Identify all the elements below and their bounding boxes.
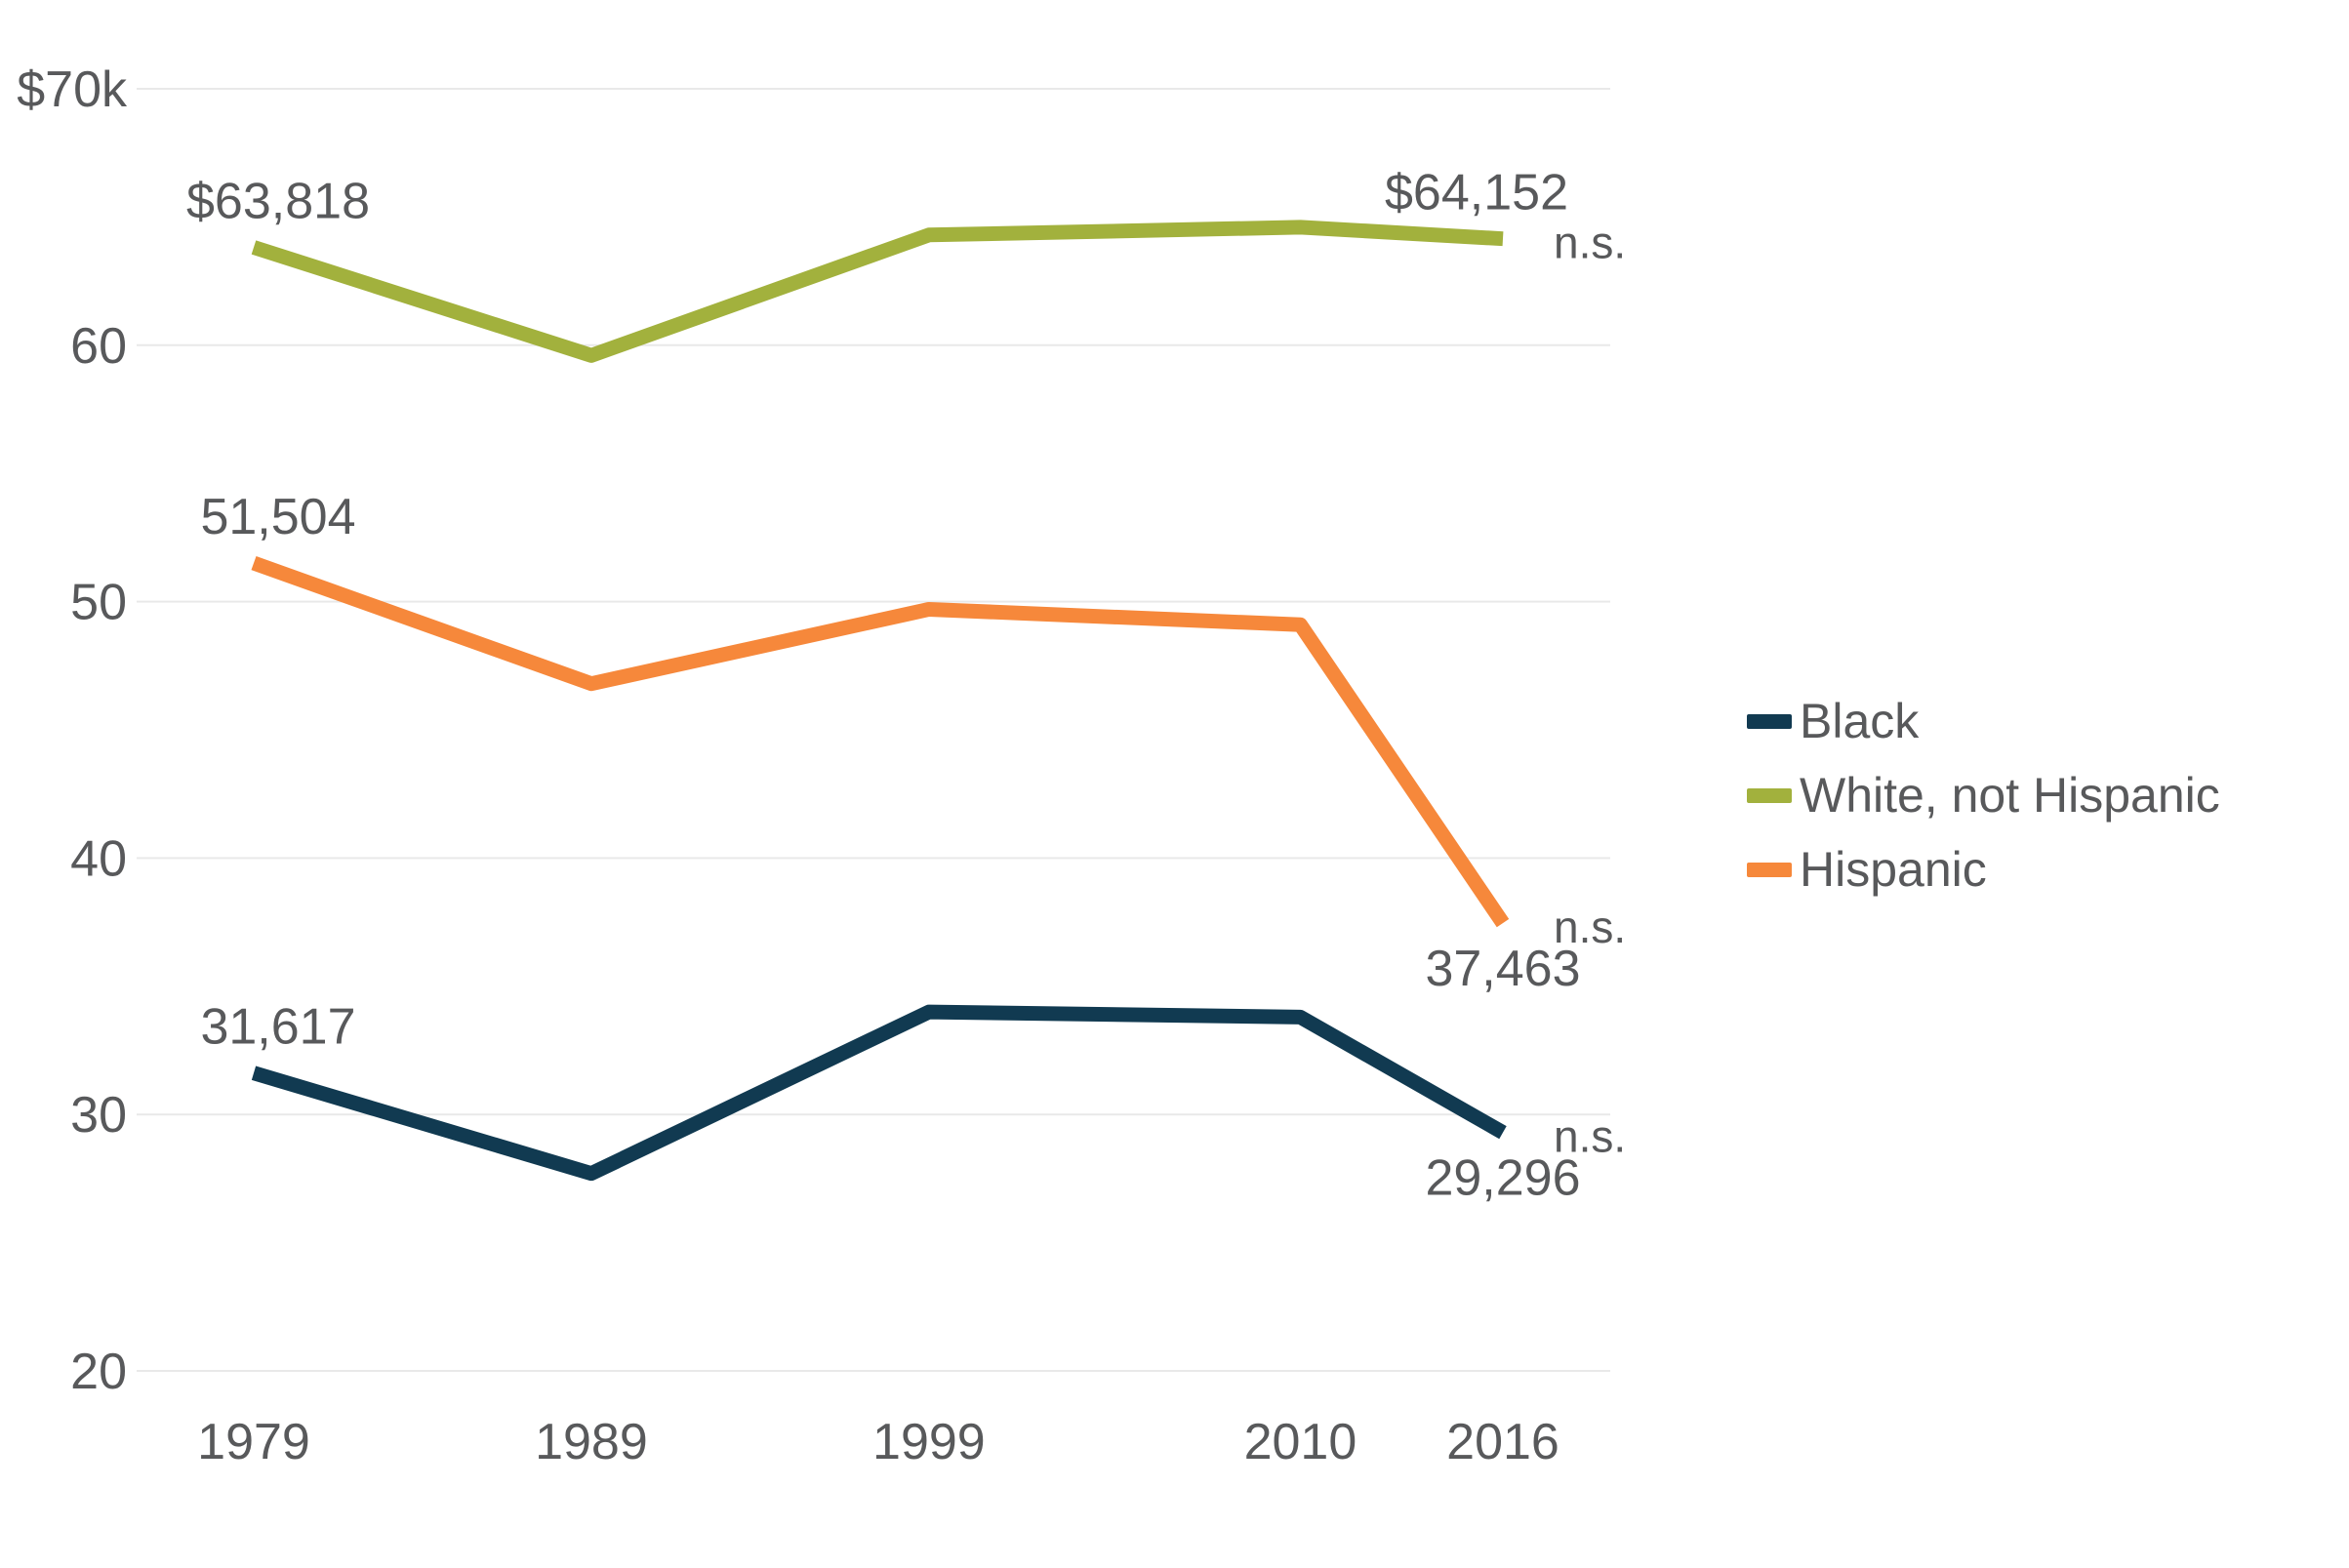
legend-label-black: Black <box>1800 694 1920 748</box>
x-tick-label-1989: 1989 <box>535 1414 648 1470</box>
y-tick-label: 60 <box>70 318 127 375</box>
legend-swatch-hispanic <box>1747 863 1792 877</box>
series-line-white-not-hispanic <box>251 220 1504 363</box>
y-tick-label: 30 <box>70 1087 127 1144</box>
series-line-black <box>251 1004 1507 1182</box>
x-tick-label-2010: 2010 <box>1244 1414 1357 1470</box>
legend-item-hispanic: Hispanic <box>1747 843 2220 897</box>
value-label-hispanic-2016: 37,463 <box>1425 941 1580 997</box>
legend-swatch-white-not-hispanic <box>1747 788 1792 803</box>
ns-note-black-2016: n.s. <box>1554 1111 1626 1162</box>
value-label-black-1979: 31,617 <box>200 999 355 1056</box>
legend-swatch-black <box>1747 714 1792 729</box>
x-tick-label-2016: 2016 <box>1446 1414 1559 1470</box>
value-label-hispanic-1979: 51,504 <box>200 489 355 545</box>
value-label-white-not-hispanic-2016: $64,152 <box>1385 165 1568 221</box>
series-line-hispanic <box>251 556 1510 928</box>
y-tick-label: 20 <box>70 1344 127 1400</box>
y-tick-label: 40 <box>70 830 127 887</box>
legend-label-white-not-hispanic: White, not Hispanic <box>1800 768 2220 823</box>
y-tick-label: 50 <box>70 575 127 631</box>
legend-item-white-not-hispanic: White, not Hispanic <box>1747 769 2220 823</box>
value-label-white-not-hispanic-1979: $63,818 <box>186 173 370 229</box>
legend-label-hispanic: Hispanic <box>1800 842 1987 897</box>
x-tick-label-1999: 1999 <box>872 1414 986 1470</box>
value-label-black-2016: 29,296 <box>1425 1150 1580 1207</box>
ns-note-white-not-hispanic-2016: n.s. <box>1554 218 1626 268</box>
legend-item-black: Black <box>1747 695 2220 748</box>
y-tick-label: $70k <box>17 61 128 118</box>
chart-legend: Black White, not Hispanic Hispanic <box>1747 695 2220 897</box>
x-tick-label-1979: 1979 <box>197 1414 310 1470</box>
ns-note-hispanic-2016: n.s. <box>1554 902 1626 952</box>
